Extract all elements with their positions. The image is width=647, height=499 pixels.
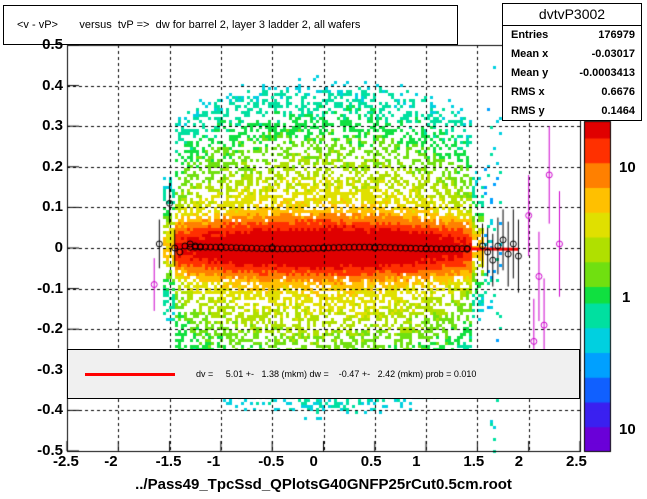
stats-label: Mean x [511,48,549,60]
y-tick-label: -0.4 [37,401,63,419]
x-tick-label: 1.5 [463,453,485,470]
y-tick-label: 0 [54,239,63,256]
stats-label: Entries [511,29,549,41]
y-tick-label: 0.1 [42,198,63,216]
x-tick-label: 0.5 [360,453,382,470]
stats-row-entries: Entries 176979 [511,26,635,45]
x-tick-label: 2 [514,453,524,470]
stats-label: RMS y [511,105,545,117]
stats-value: 0.1464 [601,105,635,117]
x-axis-label: ../Pass49_TpcSsd_QPlotsG40GNFP25rCut0.5c… [135,476,512,493]
stats-row-rms-y: RMS y 0.1464 [511,102,635,121]
x-tick-label: -1 [206,453,221,470]
x-tick-label: -0.5 [258,453,285,470]
fit-legend-line [85,373,175,376]
y-tick-label: 0.2 [42,157,63,175]
x-tick-label: 2.5 [566,453,587,470]
y-tick-label: 0.3 [42,117,63,135]
y-tick-label: -0.2 [37,320,63,338]
y-tick-label: -0.3 [37,360,63,378]
plot-title: <v - vP> versus tvP => dw for barrel 2, … [17,19,361,31]
stats-value: 176979 [598,29,635,41]
x-tick-label: -1.5 [155,453,182,470]
z-scale-tick-label: 10 [619,159,636,176]
stats-row-mean-x: Mean x -0.03017 [511,45,635,64]
fit-legend-text: dv = 5.01 +- 1.38 (mkm) dw = -0.47 +- 2.… [196,369,477,379]
x-tick-label: 0 [309,453,318,470]
stats-value: 0.6676 [601,86,635,98]
plot-title-box: <v - vP> versus tvP => dw for barrel 2, … [3,5,458,45]
x-tick-label: 1 [412,453,421,470]
y-tick-label: -0.5 [37,442,63,459]
z-scale-tick-label: 1 [622,289,631,306]
x-tick-label: -2.5 [53,453,79,470]
stats-value: -0.0003413 [579,67,635,79]
stats-label: RMS x [511,86,545,98]
stats-row-mean-y: Mean y -0.0003413 [511,64,635,83]
y-tick-label: -0.1 [37,279,63,297]
stats-histogram-name: dvtvP3002 [503,4,641,26]
stats-value: -0.03017 [591,48,635,60]
stats-box: dvtvP3002 Entries 176979 Mean x -0.03017… [502,3,642,121]
y-tick-label: 0.4 [42,76,63,94]
fit-legend-box: dv = 5.01 +- 1.38 (mkm) dw = -0.47 +- 2.… [67,349,580,399]
z-scale-tick-label: 10 [619,421,636,438]
x-tick-label: -2 [104,453,118,470]
stats-label: Mean y [511,67,549,79]
stats-row-rms-x: RMS x 0.6676 [511,83,635,102]
y-tick-label: 0.5 [42,36,63,53]
